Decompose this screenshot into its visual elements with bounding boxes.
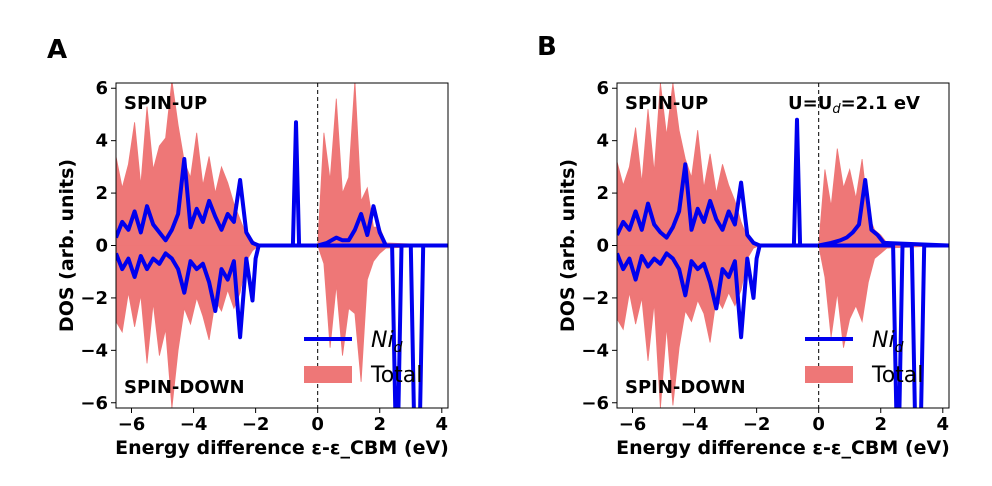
panel-letter: A (47, 35, 67, 65)
y-tick-label: 0 (596, 236, 609, 257)
spin-down-annotation: SPIN-DOWN (625, 377, 746, 398)
x-axis-label: Energy difference ε-ε_CBM (eV) (616, 437, 950, 459)
ni-d-spin-down-line (116, 243, 448, 408)
spin-down-annotation: SPIN-DOWN (124, 377, 245, 398)
legend-ni-main: Ni (371, 328, 394, 353)
legend-total-label: Total (871, 363, 923, 388)
legend-total-swatch (304, 366, 352, 383)
x-tick-label: 0 (311, 414, 324, 435)
legend-ni-sub: d (394, 340, 403, 356)
spin-up-annotation: SPIN-UP (625, 93, 708, 114)
x-tick-label: 2 (874, 414, 887, 435)
legend: Nid Total (304, 328, 422, 388)
x-tick-label: −6 (619, 414, 647, 435)
hubbard-u-sub: d (832, 102, 841, 117)
legend-ni-sub: d (895, 340, 904, 356)
hubbard-u-annotation: U=Ud=2.1 eV (788, 93, 920, 117)
hubbard-u-tail: =2.1 eV (841, 93, 920, 114)
y-tick-label: −4 (80, 340, 108, 361)
y-tick-label: −6 (581, 393, 609, 414)
spin-up-annotation: SPIN-UP (124, 93, 207, 114)
x-tick-label: 0 (812, 414, 825, 435)
y-axis-label: DOS (arb. units) (557, 159, 579, 332)
x-axis-label: Energy difference ε-ε_CBM (eV) (115, 437, 449, 459)
hubbard-u-main: U=U (788, 93, 832, 114)
y-tick-label: 6 (596, 78, 609, 99)
y-tick-label: 4 (95, 131, 108, 152)
y-tick-label: 2 (95, 183, 108, 204)
total-dos-spin-down-area (116, 245, 448, 408)
legend-ni-label: Nid (371, 328, 403, 356)
x-tick-label: −4 (180, 414, 208, 435)
y-tick-label: −6 (80, 393, 108, 414)
y-tick-label: 6 (95, 78, 108, 99)
x-tick-label: −2 (743, 414, 771, 435)
legend-total-label: Total (370, 363, 422, 388)
y-tick-label: −2 (581, 288, 609, 309)
plot-area (116, 83, 448, 408)
y-tick-label: 4 (596, 131, 609, 152)
y-tick-label: −2 (80, 288, 108, 309)
panel-letter: B (537, 32, 557, 62)
total-dos-spin-down-area (617, 245, 949, 408)
panel-a: −6 −4 −2 0 2 4 −6 −4 −2 0 2 4 6 Energy difference ε-ε… (47, 35, 449, 459)
x-tick-label: 2 (373, 414, 386, 435)
ni-d-spin-up-line (617, 117, 949, 248)
y-axis-label: DOS (arb. units) (56, 159, 78, 332)
y-tick-label: −4 (581, 340, 609, 361)
plot-area (617, 83, 949, 408)
y-tick-label: 0 (95, 236, 108, 257)
x-tick-label: −2 (242, 414, 270, 435)
panel-b: −6 −4 −2 0 2 4 −6 −4 −2 0 2 4 6 Energy difference ε-ε… (537, 32, 950, 459)
x-tick-label: 4 (937, 414, 950, 435)
legend-ni-main: Ni (872, 328, 895, 353)
x-tick-label: −4 (681, 414, 709, 435)
legend-ni-label: Nid (872, 328, 904, 356)
ni-d-spin-down-line (617, 243, 949, 408)
y-tick-label: 2 (596, 183, 609, 204)
legend-total-swatch (805, 366, 853, 383)
legend: Nid Total (805, 328, 923, 388)
ni-d-spin-up-line (116, 120, 448, 248)
x-tick-label: 4 (436, 414, 449, 435)
x-tick-label: −6 (118, 414, 146, 435)
total-dos-spin-up-area (116, 83, 448, 246)
